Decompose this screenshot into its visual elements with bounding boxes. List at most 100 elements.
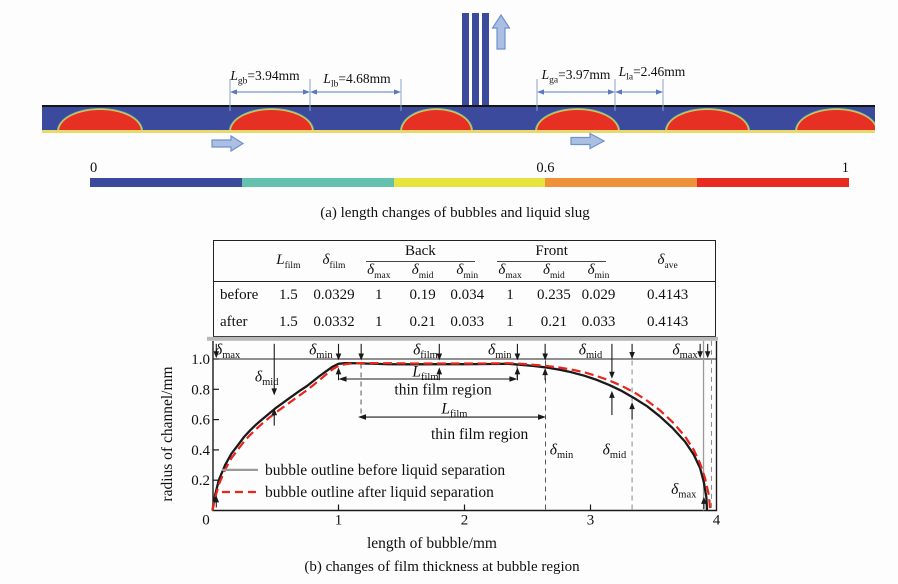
- dim-label: Lga=3.97mm: [541, 67, 611, 86]
- col-subheader: δmid: [531, 262, 577, 282]
- bubble: [58, 109, 142, 130]
- delta-up-arrow-head: [629, 402, 635, 410]
- table-cell: 1.5: [279, 287, 298, 304]
- delta-down-arrow-head: [436, 353, 443, 361]
- y-tick-label: 0.2: [191, 473, 210, 489]
- delta-down-arrow-head: [542, 353, 548, 361]
- table-cell: 0.4143: [646, 287, 689, 304]
- colorbar-gradient: [90, 178, 849, 187]
- delta-up-arrow-head: [542, 368, 548, 376]
- table-row: after 1.5 0.0332 1 0.21 0.033 1 0.21 0.033 0.4143: [214, 309, 715, 336]
- table-row: before 1.5 0.0329 1 0.19 0.034 1 0.235 0.029 0.41…: [214, 282, 715, 310]
- region-label: thin film region: [431, 426, 529, 443]
- flow-arrow-right: [570, 132, 606, 150]
- colorbar-segment: [697, 178, 849, 187]
- table-cell: 1.5: [279, 314, 298, 331]
- curve-before: [211, 361, 709, 511]
- bubble: [666, 109, 749, 130]
- y-tick-label: 1.0: [191, 352, 210, 368]
- region-label: thin film region: [394, 381, 492, 398]
- bubble: [401, 109, 472, 130]
- col-group-header: Back: [358, 241, 489, 262]
- delta-up-arrow-head: [609, 390, 615, 398]
- table-cell: 0.235: [536, 287, 571, 304]
- lfilm-label: Lfilm: [440, 401, 467, 421]
- delta-up-arrow-head: [213, 495, 220, 503]
- col-group-header: Front: [489, 241, 620, 262]
- dim-label: Llb=4.68mm: [323, 71, 391, 90]
- dim-arrow-head: [310, 89, 317, 95]
- caption-b: (b) changes of film thickness at bubble …: [304, 559, 580, 575]
- delta-label: δmid: [255, 369, 279, 389]
- outlet-flow-arrow: [491, 13, 511, 50]
- branch-bar: [472, 13, 479, 105]
- lfilm-label: Lfilm: [411, 363, 438, 383]
- table-cell: 0.034: [450, 287, 485, 304]
- delta-label: δmin: [488, 341, 512, 361]
- dim-arrow-head: [230, 89, 237, 95]
- col-subheader: δmax: [357, 262, 400, 282]
- table-cell: 0.0329: [313, 287, 355, 304]
- film-thickness-table: Lfilm δfilm Back Front δave δmax δmid δmin δmax δ…: [213, 240, 716, 337]
- col-header: δfilm: [310, 241, 358, 282]
- x-tick-label: 1: [335, 513, 343, 529]
- x-axis-label: length of bubble/mm: [367, 535, 497, 552]
- table-cell: 1: [506, 314, 514, 331]
- colorbar-tick: 1: [841, 160, 849, 176]
- col-header: Lfilm: [266, 241, 311, 282]
- delta-down-arrow-head: [335, 353, 342, 361]
- delta-label: δmin: [309, 341, 333, 361]
- colorbar-segment: [545, 178, 698, 187]
- dim-arrow-head: [537, 89, 544, 95]
- bubble: [536, 109, 619, 130]
- delta-down-arrow-head: [609, 371, 615, 379]
- table-cell: 0.19: [409, 287, 436, 304]
- col-header: [214, 241, 267, 282]
- dim-arrow-head: [394, 89, 401, 95]
- legend-entry: bubble outline before liquid separation: [265, 462, 505, 479]
- delta-down-arrow-head: [514, 353, 521, 361]
- branch-bar: [482, 13, 489, 105]
- branch-bar: [462, 13, 469, 105]
- delta-label: δmax: [672, 341, 698, 361]
- delta-down-arrow-head: [697, 351, 703, 359]
- table-cell: 0.033: [450, 314, 485, 331]
- lfilm-arrow-head: [509, 376, 518, 382]
- delta-label: δmin: [550, 441, 574, 461]
- lfilm-arrow-head: [338, 376, 347, 382]
- dim-arrow-head: [303, 89, 310, 95]
- delta-label: δmax: [671, 481, 697, 501]
- colorbar-tick: 0: [90, 160, 98, 176]
- colorbar: 0 0.6 1: [90, 161, 849, 188]
- row-label: before: [220, 287, 259, 304]
- panel-a: Lgb=3.94mm Llb=4.68mm Lga=3.97mm Lla=2.46mm…: [0, 0, 898, 232]
- col-subheader: δmin: [445, 262, 489, 282]
- dim-arrow-head: [656, 89, 663, 95]
- plot-top-border: [207, 336, 718, 341]
- table-cell: 0.21: [409, 314, 436, 331]
- delta-label: δmax: [215, 341, 241, 361]
- row-label: after: [220, 314, 248, 331]
- microchannel: [42, 105, 875, 133]
- table-cell: 0.0332: [313, 314, 355, 331]
- bubble: [796, 109, 875, 130]
- dim-label: Lgb=3.94mm: [230, 68, 300, 87]
- delta-up-arrow-head: [514, 367, 521, 375]
- radius-plot: 0 1 2 3 4 0.2 0.4 0.6 0.8 1.0 length of bubble/mm r…: [159, 336, 721, 552]
- axis-frame: [212, 341, 718, 512]
- x-tick-label: 0: [202, 513, 210, 529]
- table-cell: 1: [506, 287, 514, 304]
- table-cell: 1: [375, 287, 383, 304]
- table-cell: 0.029: [581, 287, 616, 304]
- curve-after: [211, 362, 712, 511]
- col-header: δave: [620, 241, 715, 282]
- colorbar-tick: 0.6: [536, 160, 555, 176]
- y-tick-label: 0.4: [191, 443, 210, 459]
- table-cell: 0.033: [581, 314, 616, 331]
- delta-label: δmid: [579, 341, 603, 361]
- colorbar-segment: [90, 178, 242, 187]
- lfilm-arrow-head: [538, 414, 547, 420]
- delta-down-arrow-head: [358, 353, 364, 361]
- delta-up-arrow-head: [436, 367, 443, 375]
